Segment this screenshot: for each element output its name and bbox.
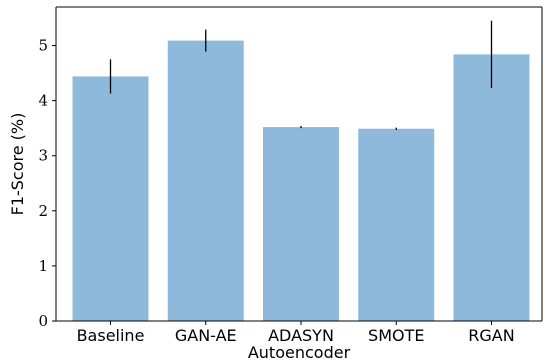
y-tick-label: 5 xyxy=(38,37,48,55)
x-tick-label: RGAN xyxy=(468,326,514,345)
bar-rgan xyxy=(453,54,530,321)
x-tick-label: ADASYN xyxy=(268,326,334,345)
y-tick-label: 3 xyxy=(38,147,48,165)
bars-layer xyxy=(72,40,530,321)
y-axis-label: F1-Score (%) xyxy=(8,113,27,216)
y-tick-label: 2 xyxy=(38,202,48,220)
x-tick-label: GAN-AE xyxy=(175,326,237,345)
x-tick-label: SMOTE xyxy=(368,326,424,345)
y-tick-label: 0 xyxy=(38,312,48,330)
x-ticks: Baseline GAN-AE ADASYN SMOTE RGAN xyxy=(77,321,515,345)
y-ticks: 0 1 2 3 4 5 xyxy=(38,37,56,330)
bar-gan-ae xyxy=(167,40,244,321)
x-axis-label: Autoencoder xyxy=(248,343,351,362)
bar-baseline xyxy=(72,76,149,321)
bar-smote xyxy=(358,128,435,321)
y-tick-label: 1 xyxy=(38,257,48,275)
x-tick-label: Baseline xyxy=(77,326,145,345)
error-bars-layer xyxy=(109,20,493,130)
bar-adasyn xyxy=(263,127,339,321)
y-tick-label: 4 xyxy=(38,92,48,110)
